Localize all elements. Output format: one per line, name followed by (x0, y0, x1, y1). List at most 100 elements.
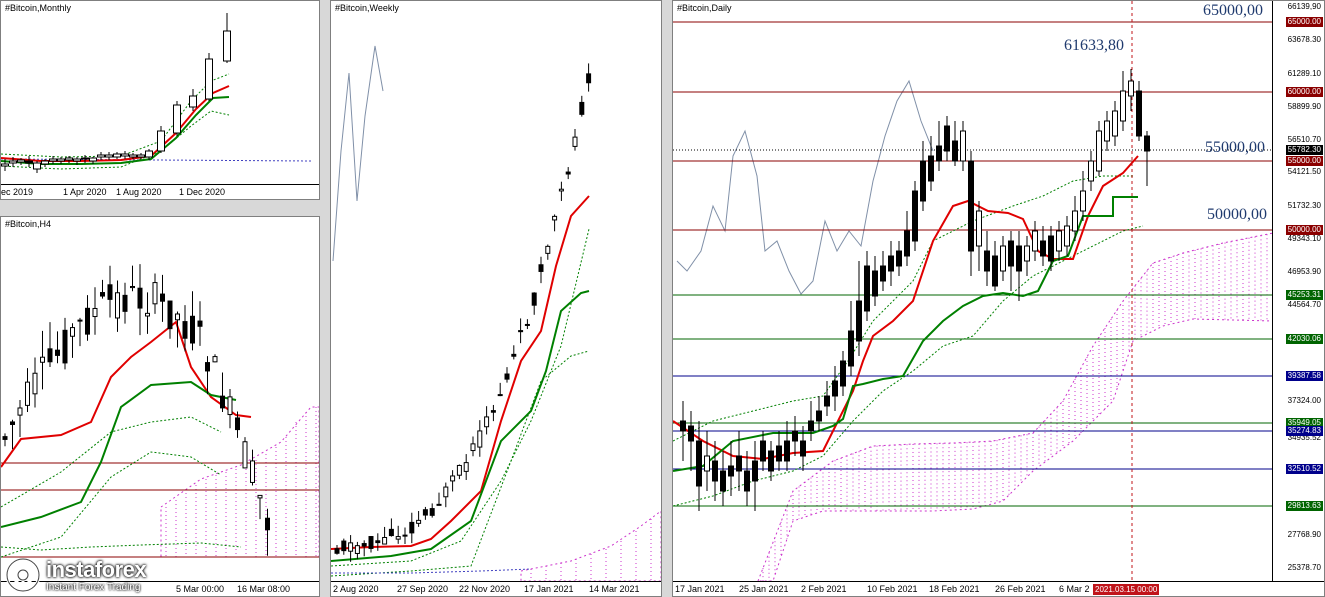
candle-body (545, 245, 551, 254)
candlestick-series (334, 63, 592, 562)
h4-chart-pane[interactable]: #Bitcoin,H4 5 Mar 00:00 16 Mar 08:00 (0, 216, 320, 597)
candle-body (720, 470, 726, 492)
candle-body (137, 154, 145, 158)
candle-body (25, 160, 33, 164)
price-level-badge: 39387.58 (1285, 371, 1323, 381)
candle-body (250, 460, 255, 483)
candle-body (816, 410, 822, 422)
candle-body (77, 319, 83, 322)
candle-body (409, 521, 415, 534)
candle-body (928, 155, 934, 182)
candle-body (145, 312, 150, 317)
y-axis-label: 51732.30 (1287, 201, 1321, 210)
candle-body (1008, 240, 1014, 267)
price-level-badge: 55782.30 (1285, 145, 1323, 155)
candle-body (422, 509, 428, 516)
candle-body (760, 440, 766, 462)
candle-body (824, 395, 830, 407)
candle-body (558, 188, 564, 192)
candle-body (382, 536, 388, 545)
daily-x-axis: 17 Jan 2021 25 Jan 2021 2 Feb 2021 10 Fe… (673, 581, 1324, 596)
candle-body (223, 30, 231, 62)
candle-body (800, 440, 806, 457)
candle-body (157, 130, 165, 152)
candle-body (1040, 240, 1046, 257)
candle-body (32, 372, 38, 395)
y-axis-label: 58899.90 (1287, 102, 1321, 111)
candle-body (531, 292, 537, 306)
candle-body (484, 416, 490, 428)
x-axis-label: 6 Mar 2 (1059, 584, 1090, 594)
price-level-badge: 32510.52 (1285, 464, 1323, 474)
candle-body (1112, 110, 1118, 137)
price-level-badge: 42030.06 (1285, 334, 1323, 344)
candle-body (504, 373, 510, 380)
candle-body (47, 348, 53, 363)
candle-body (205, 362, 210, 372)
candle-body (880, 265, 886, 282)
candle-body (518, 330, 524, 333)
candle-body (1016, 245, 1022, 272)
candle-body (97, 154, 105, 158)
candle-body (129, 154, 137, 158)
candle-body (10, 421, 15, 425)
candle-body (1128, 80, 1134, 97)
candle-body (361, 543, 367, 547)
candle-body (1088, 160, 1094, 182)
time-cursor-flag: 2021.03.15 00:00 (1093, 584, 1160, 595)
logo-tagline: Instant Forex Trading (46, 582, 141, 593)
y-axis-label: 44564.70 (1287, 300, 1321, 309)
daily-chart-pane[interactable]: #Bitcoin,Daily 65000,00 61633,80 55000,0… (672, 0, 1325, 597)
candle-body (152, 282, 158, 305)
y-axis-label: 34935.52 (1287, 433, 1321, 442)
candle-body (470, 443, 476, 452)
price-level-badge: 35274.83 (1285, 426, 1323, 436)
candle-body (167, 300, 173, 330)
price-level-badge: 45253.31 (1285, 290, 1323, 300)
x-axis-label: 26 Feb 2021 (995, 584, 1046, 594)
candle-body (896, 250, 902, 267)
candle-body (436, 503, 442, 506)
candle-body (205, 58, 213, 100)
candle-body (1144, 135, 1150, 152)
candle-body (160, 293, 165, 302)
x-axis-label: 1 Aug 2020 (116, 187, 162, 197)
logo-brand-name: instaforex (46, 557, 147, 582)
candle-body (952, 140, 958, 162)
x-axis-label: 25 Jan 2021 (739, 584, 789, 594)
weekly-chart-title: #Bitcoin,Weekly (335, 3, 399, 13)
weekly-chart-pane[interactable]: #Bitcoin,Weekly 2 Aug 2020 27 Sep 2020 2… (330, 0, 662, 597)
candle-body (175, 313, 180, 321)
candle-body (1096, 130, 1102, 172)
y-axis-label: 63678.30 (1287, 35, 1321, 44)
candle-body (808, 420, 814, 432)
candle-body (368, 536, 374, 549)
candle-body (704, 455, 710, 472)
x-axis-label: 18 Feb 2021 (929, 584, 980, 594)
h4-chart-canvas (1, 320, 319, 558)
candle-body (1104, 120, 1110, 142)
monthly-chart-pane[interactable]: #Bitcoin,Monthly ec 2019 1 Apr 2020 1 Au… (0, 0, 320, 200)
x-axis-label: 10 Feb 2021 (867, 584, 918, 594)
candle-body (85, 307, 90, 335)
candle-body (744, 470, 750, 492)
candle-body (1064, 225, 1070, 247)
price-level-badge: 35949.05 (1285, 418, 1323, 428)
x-axis-label: 17 Jan 2021 (524, 584, 574, 594)
candle-body (565, 171, 571, 175)
candle-body (33, 162, 41, 170)
annotation-55000: 55000,00 (1205, 139, 1265, 156)
y-axis-label: 37324.00 (1287, 396, 1321, 405)
x-axis-label: 1 Apr 2020 (63, 187, 107, 197)
candle-body (936, 145, 942, 162)
candle-body (1024, 245, 1030, 262)
candle-body (524, 323, 530, 326)
candle-body (696, 440, 702, 487)
candle-body (497, 394, 503, 397)
candle-body (62, 329, 68, 364)
candle-body (1136, 90, 1142, 137)
candle-body (115, 292, 120, 319)
price-level-badge: 65000.00 (1285, 17, 1323, 27)
candle-body (341, 540, 347, 552)
candle-body (968, 160, 974, 252)
